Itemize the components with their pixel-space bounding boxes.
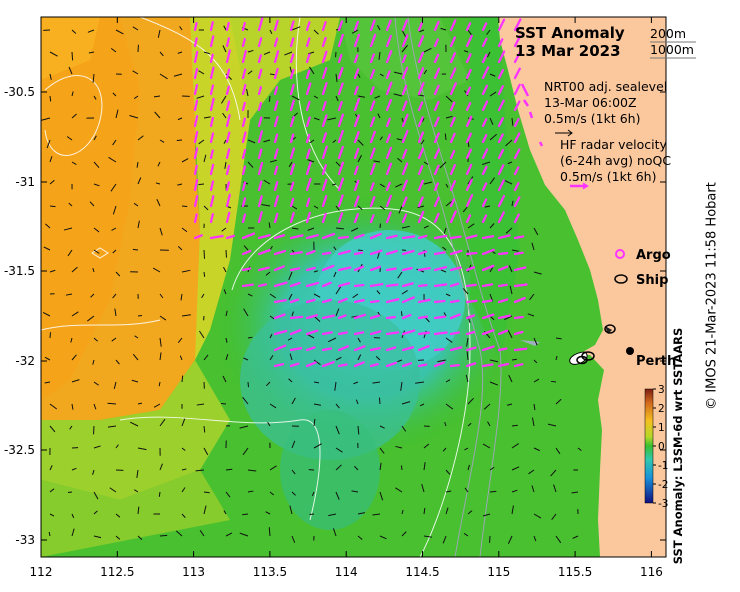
x-tick-label: 114	[335, 565, 358, 579]
x-tick-label: 115.5	[558, 565, 592, 579]
colorbar-tick-label: -3	[658, 498, 668, 510]
y-tick-label: -33	[15, 533, 35, 547]
ship-label: Ship	[636, 273, 668, 288]
argo-label: Argo	[636, 248, 671, 263]
y-tick-label: -31.5	[4, 264, 35, 278]
sealevel-legend-line3: 0.5m/s (1kt 6h)	[544, 111, 640, 126]
sst-field	[41, 17, 666, 557]
perth-marker-icon	[626, 347, 634, 355]
current-vectors	[41, 17, 582, 544]
colorbar-tick-label: 3	[658, 384, 665, 396]
sealevel-legend-icon	[520, 83, 534, 119]
colorbar-tick-label: 2	[658, 403, 665, 415]
map-title: SST Anomaly	[515, 24, 625, 42]
colorbar-title: SST Anomaly: L3SM-6d wrt SSTAARS	[671, 327, 685, 565]
y-axis: -30.5-31-31.5-32-32.5-33	[4, 85, 666, 547]
x-tick-label: 112.5	[100, 565, 134, 579]
ship-track-marker	[604, 324, 616, 334]
colorbar-ticks: 3 2 1 0 -1 -2 -3	[653, 384, 668, 510]
x-tick-label: 114.5	[405, 565, 439, 579]
sealevel-legend-line1: NRT00 adj. sealevel	[544, 79, 667, 94]
contour-1000m-label: 1000m	[650, 42, 694, 57]
colorbar-tick-label: 1	[658, 422, 665, 434]
x-tick-label: 116	[640, 565, 663, 579]
map-date: 13 Mar 2023	[515, 42, 621, 60]
x-tick-label: 112	[30, 565, 53, 579]
colorbar-tick-label: 0	[658, 441, 665, 453]
ship-track-marker	[576, 355, 588, 365]
contour-200m-label: 200m	[650, 26, 686, 41]
hf-legend-line1: HF radar velocity	[560, 137, 668, 152]
bathymetry-contours	[394, 17, 502, 557]
x-tick-label: 115	[487, 565, 510, 579]
land-mass	[498, 17, 666, 557]
y-tick-label: -31	[15, 175, 35, 189]
x-tick-label: 113	[182, 565, 205, 579]
y-tick-label: -32	[15, 354, 35, 368]
hf-legend-line2: (6-24h avg) noQC	[560, 153, 671, 168]
colorbar-tick-label: -2	[658, 479, 668, 491]
y-tick-label: -32.5	[4, 443, 35, 457]
plot-frame	[40, 16, 667, 558]
hf-legend-icon	[538, 141, 544, 147]
y-tick-label: -30.5	[4, 85, 35, 99]
sealevel-legend-line2: 13-Mar 06:00Z	[544, 95, 637, 110]
x-axis: 112 112.5 113 113.5 114 114.5 115 115.5 116	[30, 17, 663, 579]
x-tick-label: 113.5	[253, 565, 287, 579]
credit-text: © IMOS 21-Mar-2023 11:58 Hobart	[704, 182, 720, 410]
colorbar-tick-label: -1	[658, 460, 668, 472]
city-label: Perth	[636, 354, 676, 369]
ship-marker-icon	[614, 274, 628, 284]
colorbar	[644, 388, 654, 504]
hf-legend-line3: 0.5m/s (1kt 6h)	[560, 169, 656, 184]
argo-marker-icon	[615, 249, 625, 259]
